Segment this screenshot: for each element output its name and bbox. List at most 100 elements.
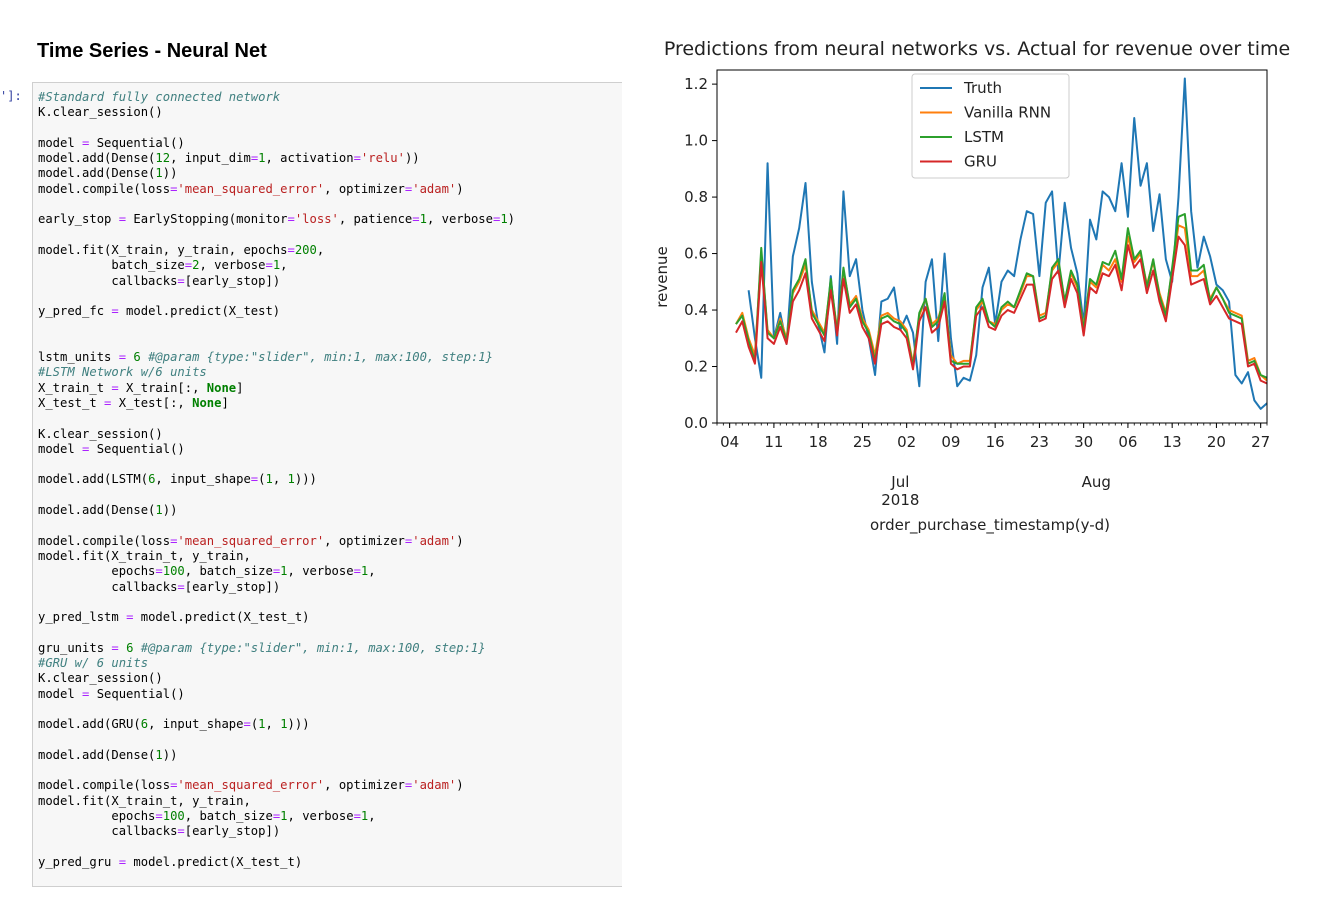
code-token: 'adam' xyxy=(412,181,457,196)
code-line: model.compile(loss = 'mean_squared_error',… xyxy=(38,778,515,793)
chart-area: Predictions from neural networks vs. Act… xyxy=(640,30,1338,550)
code-token: [early_stop]) xyxy=(184,579,281,594)
code-token: , batch_size xyxy=(184,808,273,823)
code-line: K.clear_session() xyxy=(38,105,515,120)
code-line: X_train_t = X_train[:, None] xyxy=(38,381,515,396)
code-token: epochs xyxy=(38,564,156,579)
code-token: model xyxy=(38,686,83,701)
code-token: = xyxy=(111,380,119,395)
code-token: 100 xyxy=(162,808,185,823)
code-token: = xyxy=(118,350,127,365)
code-token: lstm_units xyxy=(38,350,119,365)
x-axis-label: order_purchase_timestamp(y-d) xyxy=(870,516,1110,535)
code-token: = xyxy=(287,242,295,257)
code-token: = xyxy=(177,273,185,288)
code-token: [early_stop]) xyxy=(184,824,281,839)
code-token: = xyxy=(111,640,119,655)
x-month-label: Aug xyxy=(1082,473,1111,491)
code-line xyxy=(38,228,515,243)
code-token: = xyxy=(404,533,413,548)
code-token xyxy=(133,641,140,655)
code-token: 1 xyxy=(258,151,266,166)
code-token: = xyxy=(155,808,163,823)
code-token: 6 xyxy=(140,717,149,732)
code-token: Sequential() xyxy=(89,441,185,456)
code-token: model xyxy=(38,441,83,456)
code-token: ))) xyxy=(294,472,317,487)
code-line: callbacks=[early_stop]) xyxy=(38,580,515,595)
legend-label: LSTM xyxy=(964,128,1004,146)
code-token: K.clear_session() xyxy=(38,105,163,120)
chart-title: Predictions from neural networks vs. Act… xyxy=(664,38,1290,60)
code-token: 1 xyxy=(265,472,273,487)
code-line: callbacks=[early_stop]) xyxy=(38,824,515,839)
code-line: model.add(Dense(1)) xyxy=(38,166,515,181)
code-token: = xyxy=(104,395,112,410)
code-token: = xyxy=(118,854,127,869)
code-line xyxy=(38,121,515,136)
code-line: y_pred_gru = model.predict(X_test_t) xyxy=(38,855,515,870)
code-token: Sequential() xyxy=(89,135,185,150)
x-tick-label: 16 xyxy=(986,433,1005,451)
code-line: epochs=100, batch_size=1, verbose=1, xyxy=(38,564,515,579)
code-token: = xyxy=(287,212,295,227)
code-line: y_pred_lstm = model.predict(X_test_t) xyxy=(38,610,515,625)
code-line: model.add(Dense(12, input_dim=1, activat… xyxy=(38,151,515,166)
code-token: = xyxy=(353,151,361,166)
code-token: 'loss' xyxy=(294,212,339,227)
code-token: = xyxy=(82,686,90,701)
code-token: model xyxy=(38,135,83,150)
code-token: )) xyxy=(162,747,178,762)
code-token: , optimizer xyxy=(324,533,405,548)
code-token: 1 xyxy=(280,717,288,732)
revenue-prediction-chart: Predictions from neural networks vs. Act… xyxy=(653,38,1290,535)
code-token: 6 xyxy=(126,640,134,655)
code-editor[interactable]: #Standard fully connected network K.clear… xyxy=(38,90,515,870)
code-token: model.compile(loss xyxy=(38,778,171,793)
code-line xyxy=(38,732,515,747)
x-tick-label: 02 xyxy=(897,433,916,451)
code-token: = xyxy=(170,533,178,548)
code-token: callbacks xyxy=(38,579,178,594)
code-token: 2 xyxy=(192,258,200,273)
code-line: model = Sequential() xyxy=(38,442,515,457)
x-tick-label: 06 xyxy=(1118,433,1137,451)
axes-layer: 0.0 0.2 0.4 0.6 0.8 1.0 1.2 04 11 18 25 02 09 16 23 30 0… xyxy=(684,69,1270,509)
code-line: model.add(Dense(1)) xyxy=(38,503,515,518)
code-token: #@param {type:"slider", min:1, max:100, … xyxy=(140,640,486,655)
x-tick-label: 04 xyxy=(720,433,739,451)
code-token: , input_shape xyxy=(148,717,244,732)
y-tick-label: 1.2 xyxy=(684,75,708,93)
code-token: ] xyxy=(221,395,229,410)
code-token: = xyxy=(404,778,413,793)
code-token: callbacks xyxy=(38,824,178,839)
code-token: , input_shape xyxy=(155,472,251,487)
code-token: 'relu' xyxy=(360,151,405,166)
code-token: y_pred_gru xyxy=(38,854,119,869)
x-tick-label: 18 xyxy=(809,433,828,451)
code-cell[interactable]: #Standard fully connected network K.clear… xyxy=(32,82,622,887)
code-token: , optimizer xyxy=(324,181,405,196)
code-token: 1 xyxy=(360,808,369,823)
code-token: , batch_size xyxy=(184,564,273,579)
code-token xyxy=(141,350,148,364)
code-token: 1 xyxy=(272,258,281,273)
code-token: 1 xyxy=(500,212,508,227)
y-tick-label: 0.6 xyxy=(684,245,708,263)
code-line: batch_size=2, verbose=1, xyxy=(38,258,515,273)
code-token: model.predict(X_test) xyxy=(118,304,281,319)
code-line: #GRU w/ 6 units xyxy=(38,656,515,671)
code-token: 'adam' xyxy=(412,533,457,548)
code-token: #GRU w/ 6 units xyxy=(38,655,149,670)
code-line xyxy=(38,763,515,778)
code-line xyxy=(38,411,515,426)
x-tick-label: 11 xyxy=(764,433,783,451)
code-line xyxy=(38,488,515,503)
code-token: 6 xyxy=(148,472,156,487)
code-token: = xyxy=(250,472,259,487)
code-token: ))) xyxy=(287,717,310,732)
code-token: 'mean_squared_error' xyxy=(177,778,325,793)
code-token: = xyxy=(272,808,281,823)
code-token: gru_units xyxy=(38,640,112,655)
code-token: , optimizer xyxy=(324,778,405,793)
